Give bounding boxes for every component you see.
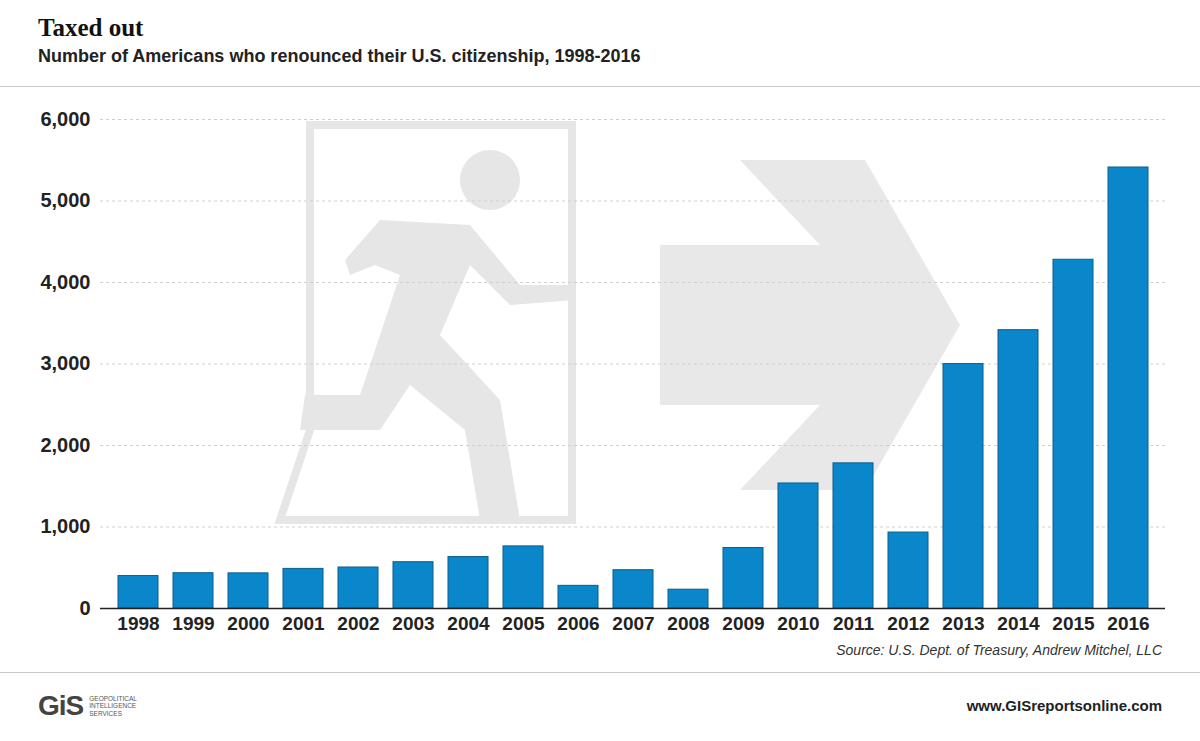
svg-text:2003: 2003 [392, 613, 434, 634]
svg-text:2007: 2007 [612, 613, 654, 634]
svg-text:2014: 2014 [997, 613, 1040, 634]
svg-text:2015: 2015 [1052, 613, 1095, 634]
svg-text:2006: 2006 [557, 613, 599, 634]
html-text:Taxed out: Taxed out [38, 14, 144, 41]
svg-text:2004: 2004 [447, 613, 490, 634]
svg-text:2012: 2012 [887, 613, 929, 634]
svg-text:0: 0 [79, 597, 90, 619]
svg-text:2000: 2000 [227, 613, 269, 634]
html-text:Number of Americans who renoun: Number of Americans who renounced their … [38, 46, 641, 66]
html-text:SERVICES: SERVICES [89, 709, 122, 717]
svg-text:4,000: 4,000 [40, 271, 90, 293]
svg-text:1999: 1999 [172, 613, 214, 634]
svg-text:6,000: 6,000 [40, 108, 90, 130]
html-text:GiS: GiS [38, 690, 84, 721]
svg-text:5,000: 5,000 [40, 189, 90, 211]
html-text:GEOPOLITICAL: GEOPOLITICAL [89, 694, 137, 702]
svg-text:2,000: 2,000 [40, 434, 90, 456]
svg-text:2008: 2008 [667, 613, 709, 634]
html-text:www.GISreportsonline.com: www.GISreportsonline.com [966, 697, 1162, 714]
html-text:Source: U.S. Dept. of Treasury: Source: U.S. Dept. of Treasury, Andrew M… [836, 642, 1162, 658]
html-text:INTELLIGENCE: INTELLIGENCE [89, 702, 137, 710]
svg-text:2009: 2009 [722, 613, 764, 634]
svg-text:2010: 2010 [777, 613, 819, 634]
svg-text:3,000: 3,000 [40, 352, 90, 374]
svg-text:2001: 2001 [282, 613, 325, 634]
svg-text:2005: 2005 [502, 613, 545, 634]
svg-text:1,000: 1,000 [40, 515, 90, 537]
svg-text:2013: 2013 [942, 613, 984, 634]
svg-text:2002: 2002 [337, 613, 379, 634]
svg-text:2016: 2016 [1107, 613, 1149, 634]
svg-text:2011: 2011 [833, 613, 875, 634]
svg-text:1998: 1998 [117, 613, 159, 634]
